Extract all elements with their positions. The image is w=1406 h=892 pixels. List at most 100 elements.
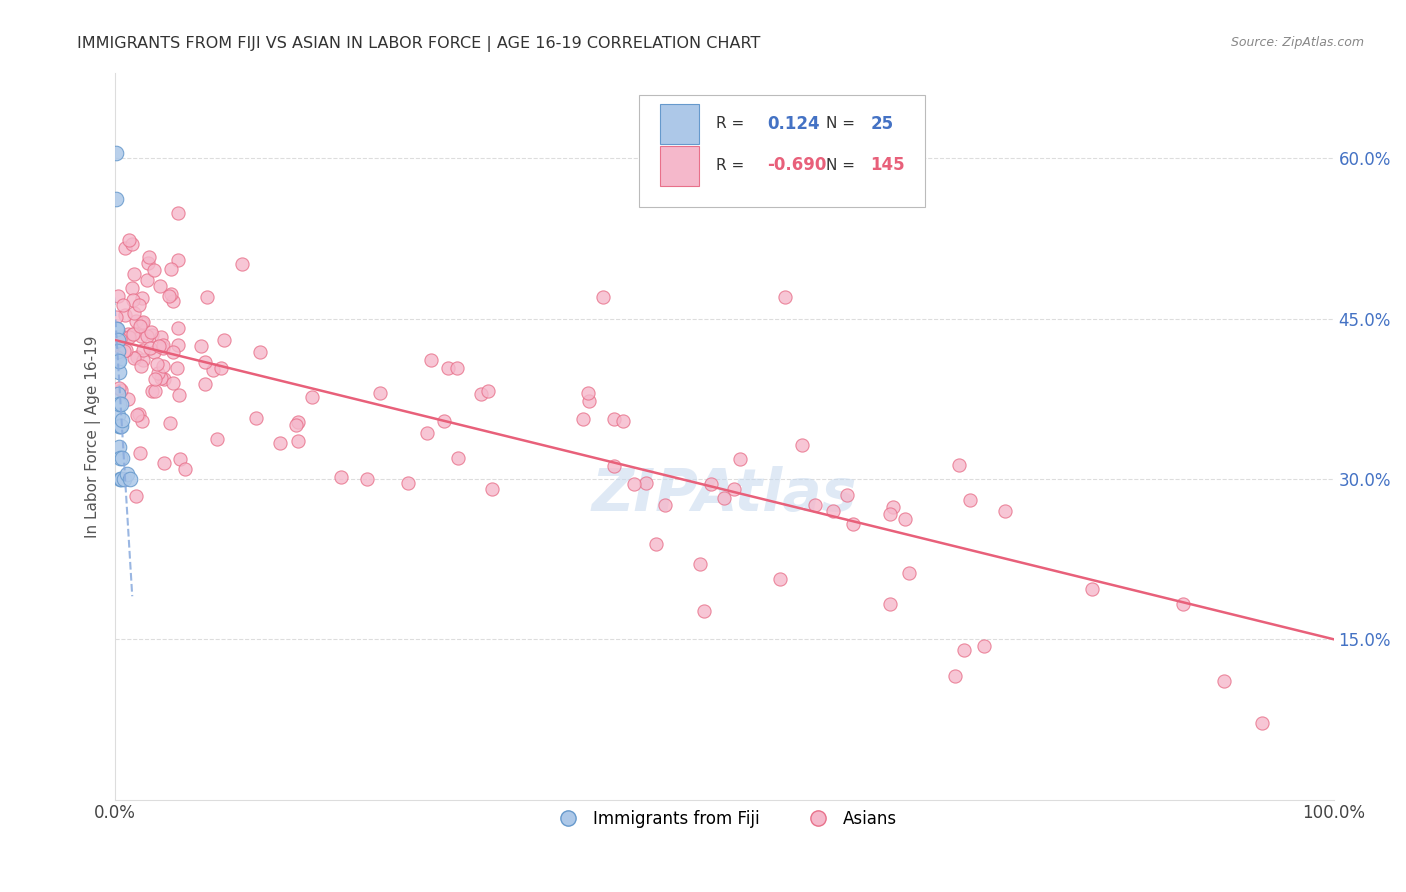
Point — [162, 376, 184, 391]
Point — [1081, 582, 1104, 596]
Point — [145, 357, 167, 371]
Point — [214, 333, 236, 347]
Point — [879, 598, 901, 612]
Point — [973, 639, 995, 653]
Point — [790, 438, 813, 452]
Point — [124, 314, 146, 328]
Point — [1213, 673, 1236, 688]
Point — [107, 386, 129, 401]
Point — [122, 327, 145, 342]
Point — [301, 390, 323, 404]
Point — [728, 451, 751, 466]
Point — [882, 500, 904, 514]
Point — [108, 440, 131, 454]
Point — [108, 343, 131, 357]
Point — [160, 261, 183, 276]
Point — [231, 257, 253, 271]
Point — [416, 425, 439, 440]
Point — [356, 472, 378, 486]
Point — [160, 286, 183, 301]
Point — [167, 206, 190, 220]
Point — [146, 366, 169, 380]
Point — [194, 355, 217, 369]
Point — [249, 344, 271, 359]
Point — [121, 236, 143, 251]
Point — [162, 344, 184, 359]
Point — [108, 381, 131, 395]
Point — [107, 408, 129, 422]
Point — [142, 262, 165, 277]
Point — [571, 412, 593, 426]
Point — [112, 472, 135, 486]
Point — [139, 326, 162, 340]
Point — [112, 344, 135, 359]
Point — [994, 504, 1017, 518]
Point — [141, 384, 163, 398]
Point — [634, 475, 657, 490]
Point — [481, 482, 503, 496]
Point — [167, 388, 190, 402]
Point — [152, 359, 174, 374]
Point — [804, 498, 827, 512]
Point — [108, 418, 131, 433]
Point — [447, 450, 470, 465]
Point — [108, 365, 131, 379]
Point — [136, 329, 159, 343]
Point — [114, 343, 136, 357]
Point — [125, 408, 148, 422]
Point — [131, 359, 153, 373]
Point — [603, 412, 626, 426]
Point — [245, 410, 267, 425]
Text: R =: R = — [716, 116, 744, 131]
Point — [125, 350, 148, 364]
Point — [110, 328, 132, 343]
Point — [470, 387, 492, 401]
Point — [118, 233, 141, 247]
Point — [131, 291, 153, 305]
Point — [152, 338, 174, 352]
Point — [174, 462, 197, 476]
Point — [287, 416, 309, 430]
Point — [1171, 597, 1194, 611]
Point — [107, 343, 129, 358]
Point — [141, 327, 163, 342]
Point — [117, 392, 139, 406]
Text: IMMIGRANTS FROM FIJI VS ASIAN IN LABOR FORCE | AGE 16-19 CORRELATION CHART: IMMIGRANTS FROM FIJI VS ASIAN IN LABOR F… — [77, 36, 761, 52]
FancyBboxPatch shape — [640, 95, 925, 208]
Point — [284, 417, 307, 432]
Point — [131, 343, 153, 357]
Point — [107, 289, 129, 303]
Point — [108, 354, 131, 368]
Point — [368, 385, 391, 400]
Point — [128, 407, 150, 421]
Point — [879, 508, 901, 522]
Point — [592, 290, 614, 304]
Bar — [659, 145, 699, 186]
Point — [143, 372, 166, 386]
Point — [136, 273, 159, 287]
Bar — [659, 104, 699, 145]
Point — [129, 319, 152, 334]
Point — [159, 417, 181, 431]
Text: -0.690: -0.690 — [768, 156, 827, 174]
Text: Source: ZipAtlas.com: Source: ZipAtlas.com — [1230, 36, 1364, 49]
Point — [108, 418, 131, 433]
Point — [167, 338, 190, 352]
Point — [898, 566, 921, 581]
Point — [122, 351, 145, 365]
Point — [131, 414, 153, 428]
Point — [138, 251, 160, 265]
Point — [420, 353, 443, 368]
Point — [202, 363, 225, 377]
Legend: Immigrants from Fiji, Asians: Immigrants from Fiji, Asians — [546, 804, 904, 835]
Point — [194, 377, 217, 392]
Point — [110, 397, 132, 411]
Point — [699, 476, 721, 491]
Point — [446, 361, 468, 376]
Point — [1250, 716, 1272, 731]
Point — [162, 293, 184, 308]
Point — [122, 327, 145, 342]
Point — [152, 341, 174, 355]
Text: 145: 145 — [870, 156, 905, 174]
Point — [576, 386, 599, 401]
